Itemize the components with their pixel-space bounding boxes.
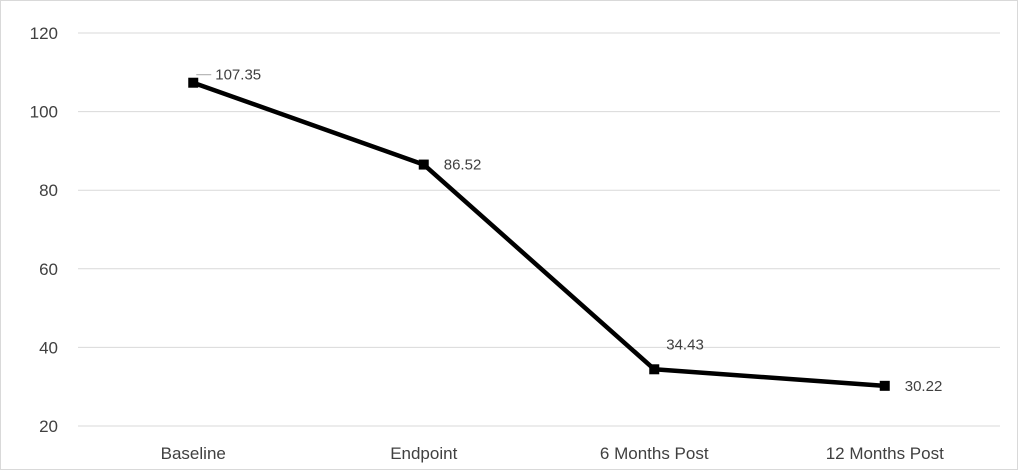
y-tick-label: 100 (30, 103, 58, 122)
x-tick-label: Endpoint (390, 444, 457, 463)
y-tick-label: 20 (39, 417, 58, 436)
x-tick-label: 12 Months Post (826, 444, 944, 463)
data-point-marker (418, 159, 429, 170)
data-point-marker (879, 380, 890, 391)
y-axis: 20 40 60 80 100 120 (30, 24, 58, 436)
y-tick-label: 60 (39, 260, 58, 279)
data-label: 107.35 (215, 67, 261, 84)
data-point-marker (188, 77, 199, 88)
data-labels: 107.35 86.52 34.43 30.22 (196, 67, 942, 395)
data-label: 34.43 (666, 336, 704, 353)
x-tick-label: 6 Months Post (600, 444, 709, 463)
y-tick-label: 80 (39, 181, 58, 200)
data-point-marker (649, 364, 660, 375)
series-layer (188, 77, 890, 391)
data-label: 30.22 (905, 378, 943, 395)
series-line (192, 80, 885, 389)
x-axis: Baseline Endpoint 6 Months Post 12 Months P… (161, 444, 944, 463)
y-tick-label: 40 (39, 338, 58, 357)
x-tick-label: Baseline (161, 444, 226, 463)
y-tick-label: 120 (30, 24, 58, 43)
gridlines (78, 32, 1000, 427)
data-label: 86.52 (444, 157, 482, 174)
